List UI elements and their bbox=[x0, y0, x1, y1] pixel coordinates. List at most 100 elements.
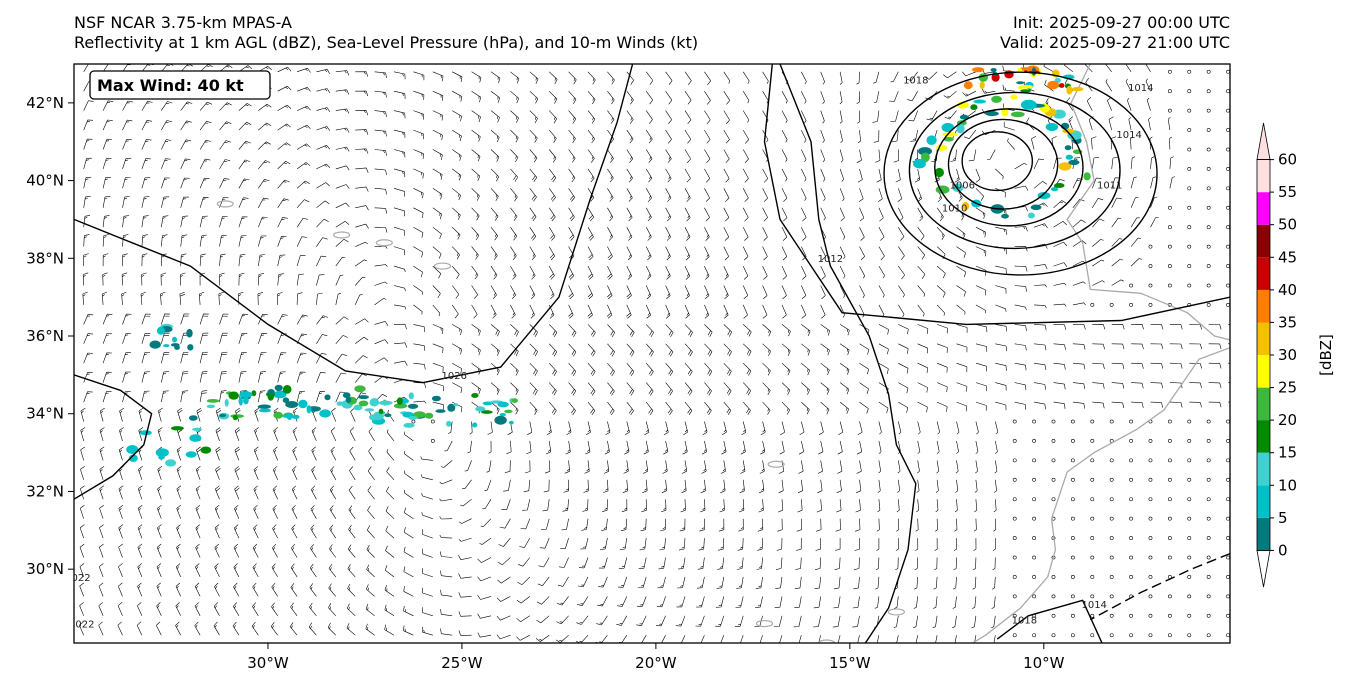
calm-wind-marker bbox=[1051, 633, 1056, 638]
calm-wind-marker bbox=[1090, 536, 1095, 540]
calm-wind-marker bbox=[1032, 458, 1037, 463]
calm-wind-marker bbox=[1206, 575, 1211, 579]
calm-wind-marker bbox=[1167, 497, 1172, 502]
calm-wind-marker bbox=[1070, 594, 1075, 599]
reflectivity-cell bbox=[243, 396, 249, 405]
island-outline bbox=[817, 639, 836, 643]
calm-wind-marker bbox=[1167, 594, 1172, 599]
calm-wind-marker bbox=[1012, 594, 1017, 599]
lat-tick-label: 38°N bbox=[26, 249, 64, 267]
isobar-label: 1006 bbox=[950, 180, 975, 191]
reflectivity-cell bbox=[1047, 80, 1059, 90]
reflectivity-cell bbox=[1019, 85, 1034, 89]
calm-wind-marker bbox=[1187, 613, 1192, 618]
reflectivity-colorbar: 0 5 10 15 20 25 30 35 40 45 50 55 60 bbox=[1256, 122, 1297, 588]
map-area: 1026 1018 1014 1014 1012 1010 1006 1011 1022 1022… bbox=[74, 64, 1230, 643]
map-frame bbox=[73, 63, 1231, 644]
reflectivity-cell bbox=[494, 415, 507, 425]
calm-wind-marker bbox=[1109, 633, 1114, 638]
calm-wind-marker bbox=[1206, 167, 1211, 171]
calm-wind-marker bbox=[1148, 497, 1153, 502]
calm-wind-marker bbox=[1148, 264, 1153, 268]
reflectivity-cell bbox=[1030, 204, 1042, 211]
reflectivity-cell bbox=[1058, 162, 1072, 171]
init-time: Init: 2025-09-27 00:00 UTC bbox=[1012, 13, 1230, 32]
lat-tick-label: 40°N bbox=[26, 172, 64, 190]
product-title: Reflectivity at 1 km AGL (dBZ), Sea-Leve… bbox=[74, 33, 699, 52]
calm-wind-marker bbox=[1148, 613, 1153, 618]
calm-wind-marker bbox=[1109, 477, 1114, 482]
lat-tick-label: 34°N bbox=[26, 405, 64, 423]
reflectivity-cell bbox=[369, 398, 380, 407]
reflectivity-cell bbox=[1017, 85, 1023, 90]
island-outline bbox=[375, 239, 393, 247]
colorbar-extend-low bbox=[1256, 550, 1271, 588]
calm-wind-marker bbox=[1206, 516, 1211, 521]
calm-wind-marker bbox=[1109, 613, 1114, 618]
reflectivity-cell bbox=[918, 147, 932, 156]
reflectivity-cell bbox=[155, 448, 169, 457]
reflectivity-cell bbox=[1020, 99, 1037, 110]
lon-tick-label: 30°W bbox=[247, 654, 289, 672]
reflectivity-cell bbox=[1054, 183, 1065, 188]
wind-barb-set bbox=[79, 64, 1230, 643]
calm-wind-marker bbox=[1187, 264, 1192, 268]
isobar-low-ring bbox=[947, 118, 1059, 210]
reflectivity-cell bbox=[251, 390, 257, 397]
calm-wind-marker bbox=[1090, 458, 1095, 463]
calm-wind-marker bbox=[1012, 516, 1017, 521]
reflectivity-cell bbox=[336, 401, 344, 406]
calm-wind-marker bbox=[1167, 69, 1172, 74]
coastline-segment bbox=[1066, 64, 1230, 341]
reflectivity-cell bbox=[941, 122, 955, 133]
colorbar-bin bbox=[1257, 517, 1270, 551]
calm-wind-marker bbox=[1070, 555, 1075, 560]
isobar-label: 1014 bbox=[1116, 130, 1141, 141]
reflectivity-cell bbox=[189, 415, 198, 421]
isobar-label: 1018 bbox=[903, 75, 928, 86]
reflectivity-cell bbox=[499, 413, 506, 417]
calm-wind-marker bbox=[1206, 633, 1211, 638]
reflectivity-cell bbox=[282, 385, 292, 394]
calm-wind-marker bbox=[1187, 419, 1192, 424]
calm-wind-marker bbox=[1129, 477, 1133, 482]
reflectivity-cell bbox=[239, 391, 253, 398]
colorbar-bin bbox=[1257, 289, 1270, 323]
calm-wind-marker bbox=[1148, 516, 1153, 521]
calm-wind-marker bbox=[1148, 458, 1153, 463]
calm-wind-marker bbox=[1070, 497, 1075, 502]
reflectivity-cell bbox=[1045, 123, 1059, 131]
calm-wind-marker bbox=[1187, 128, 1192, 132]
calm-wind-marker bbox=[1129, 633, 1133, 638]
reflectivity-cell bbox=[435, 409, 446, 413]
lon-tick-label: 25°W bbox=[441, 654, 483, 672]
calm-wind-marker bbox=[1206, 244, 1211, 249]
calm-wind-marker bbox=[1206, 594, 1211, 599]
isobar-1012-south bbox=[996, 599, 1103, 643]
calm-wind-marker bbox=[1129, 575, 1133, 579]
calm-wind-marker bbox=[1167, 555, 1172, 560]
colorbar-bin bbox=[1257, 452, 1270, 486]
reflectivity-cell bbox=[973, 99, 986, 104]
calm-wind-marker bbox=[1012, 555, 1017, 560]
reflectivity-cell bbox=[259, 408, 271, 413]
calm-wind-marker bbox=[1167, 264, 1172, 268]
island-outline bbox=[216, 200, 234, 208]
max-wind-label: Max Wind: 40 kt bbox=[97, 76, 244, 95]
colorbar-label: [dBZ] bbox=[1317, 334, 1335, 376]
reflectivity-cells bbox=[126, 65, 1091, 467]
colorbar-bin bbox=[1257, 387, 1270, 421]
calm-wind-marker bbox=[1187, 283, 1192, 288]
island-outline bbox=[887, 608, 905, 616]
calm-wind-marker bbox=[1070, 477, 1075, 482]
colorbar-bin bbox=[1257, 355, 1270, 388]
reflectivity-cell bbox=[453, 403, 459, 407]
reflectivity-cell bbox=[424, 412, 434, 419]
calm-wind-marker bbox=[1187, 439, 1192, 443]
calm-wind-marker bbox=[1206, 283, 1211, 288]
reflectivity-cell bbox=[354, 385, 366, 393]
calm-wind-marker bbox=[1012, 497, 1017, 502]
reflectivity-cell bbox=[446, 420, 452, 427]
calm-wind-marker bbox=[1148, 244, 1153, 249]
lon-tick-label: 10°W bbox=[1023, 654, 1065, 672]
